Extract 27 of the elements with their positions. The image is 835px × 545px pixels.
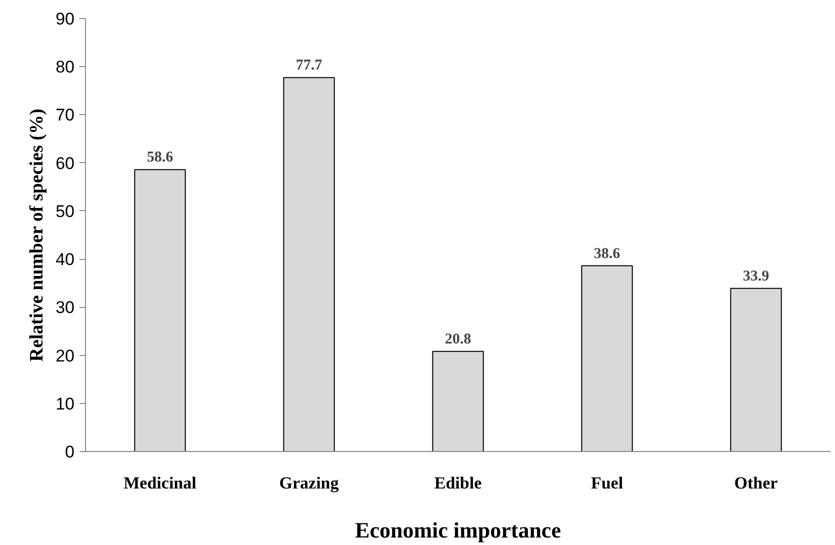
y-tick-label: 30 — [56, 298, 75, 318]
bar — [283, 77, 335, 452]
y-axis-title: Relative number of species (%) — [26, 108, 48, 362]
y-tick-label: 40 — [56, 250, 75, 270]
y-tick-label: 90 — [56, 10, 75, 28]
x-tick-label: Edible — [434, 474, 482, 492]
data-label: 77.7 — [296, 58, 323, 74]
bar — [581, 265, 633, 452]
y-tick-label: 70 — [56, 106, 75, 125]
x-tick-label: Other — [734, 474, 778, 492]
x-tick-label: Medicinal — [124, 474, 197, 492]
x-axis-title: Economic importance — [355, 518, 562, 542]
y-tick-label: 10 — [56, 394, 75, 414]
x-tick-label: Fuel — [590, 474, 624, 492]
bar — [432, 350, 484, 452]
y-tick-label: 0 — [65, 442, 75, 462]
y-tick-label: 20 — [56, 346, 75, 366]
data-label: 58.6 — [146, 150, 174, 166]
bar — [730, 288, 782, 452]
data-label: 38.6 — [594, 246, 621, 262]
data-label: 33.9 — [742, 268, 770, 284]
y-tick-label: 80 — [56, 58, 75, 77]
y-tick-label: 60 — [56, 154, 75, 173]
y-tick-label: 50 — [56, 202, 75, 221]
bar — [134, 169, 186, 452]
data-label: 20.8 — [444, 331, 472, 348]
x-tick-label: Grazing — [279, 474, 340, 492]
